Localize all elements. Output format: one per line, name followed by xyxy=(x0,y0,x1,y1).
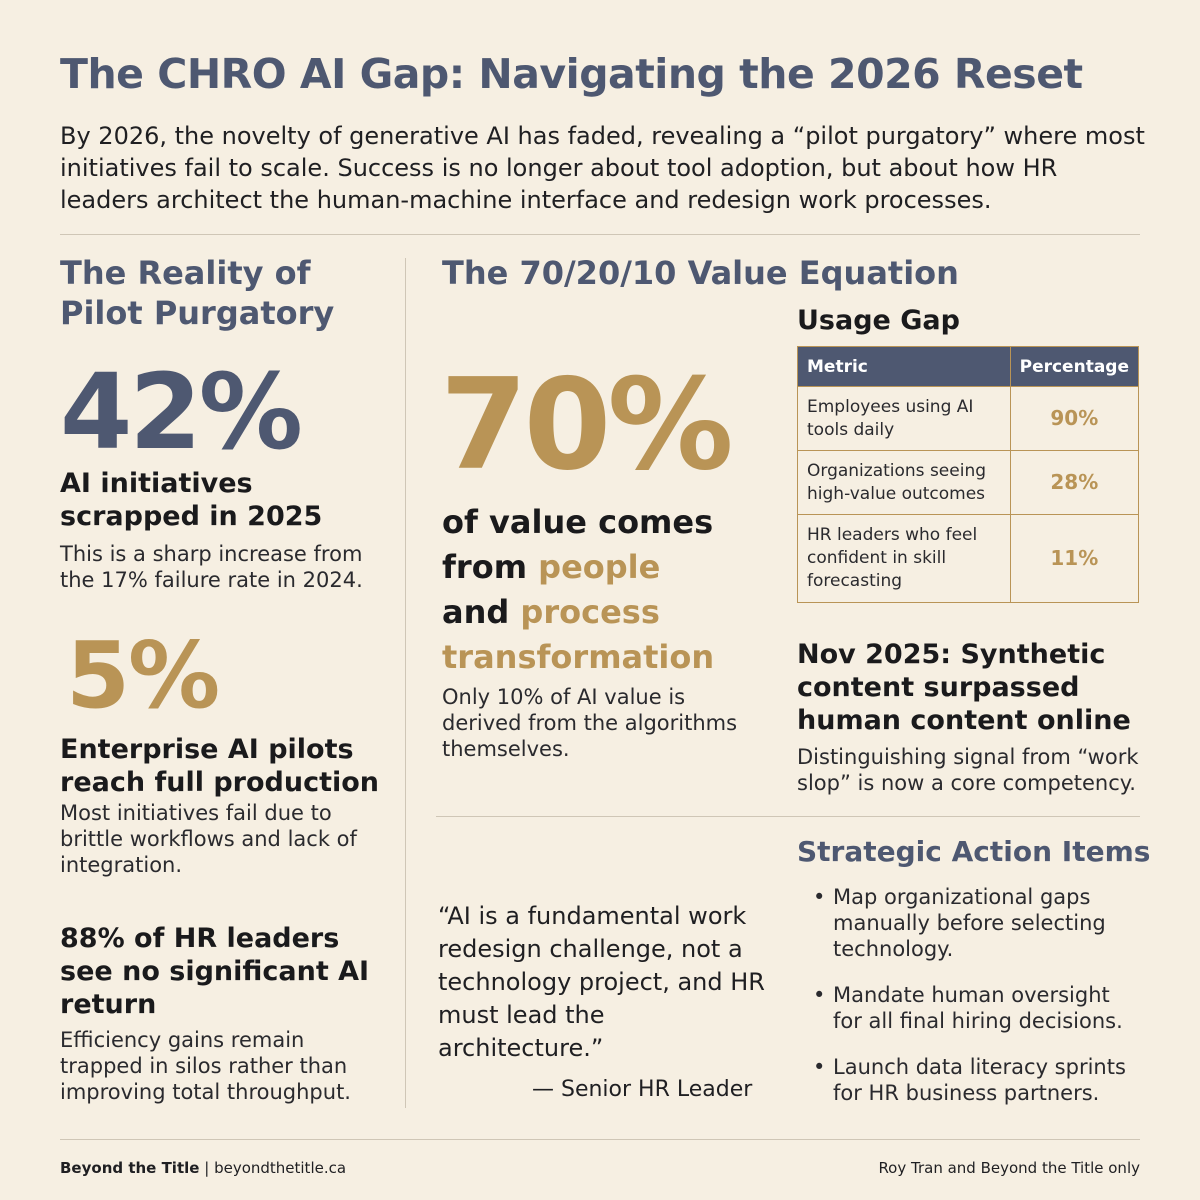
stat-88-body: Efficiency gains remain trapped in silos… xyxy=(60,1028,351,1104)
footer-separator: | xyxy=(204,1159,210,1177)
usage-gap-title: Usage Gap xyxy=(797,305,960,336)
column-header-metric: Metric xyxy=(797,346,1011,387)
footer-divider xyxy=(60,1139,1140,1140)
actions-title: Strategic Action Items xyxy=(797,835,1151,868)
stat-70-value: 70% xyxy=(440,351,734,498)
list-item: • Map organizational gaps manually before… xyxy=(813,884,1138,962)
synthetic-headline: Nov 2025: Synthetic content surpassed hu… xyxy=(797,639,1131,736)
percentage-cell: 11% xyxy=(1009,514,1140,603)
action-list: • Map organizational gaps manually before… xyxy=(813,884,1138,1126)
stat-42-headline: AI initiatives scrapped in 2025 xyxy=(60,468,323,532)
intro-text: By 2026, the novelty of generative AI ha… xyxy=(60,122,1145,214)
action-item-text: Map organizational gaps manually before … xyxy=(833,885,1106,961)
value-equation-title: The 70/20/10 Value Equation xyxy=(442,254,959,292)
value-accent-transformation: transformation xyxy=(442,638,715,676)
synthetic-body: Distinguishing signal from “work slop” i… xyxy=(797,745,1139,795)
action-item-text: Launch data literacy sprints for HR busi… xyxy=(833,1055,1126,1105)
middle-divider xyxy=(436,816,1140,817)
metric-cell: Employees using AI tools daily xyxy=(797,386,1011,451)
footer-brand-block: Beyond the Title | beyondthetitle.ca xyxy=(60,1159,346,1177)
list-item: • Launch data literacy sprints for HR bus… xyxy=(813,1054,1138,1106)
percentage-cell: 90% xyxy=(1009,386,1140,451)
quote-attribution: — Senior HR Leader xyxy=(532,1077,753,1102)
percentage-cell: 28% xyxy=(1009,450,1140,515)
header-divider xyxy=(60,234,1140,235)
stat-5-body: Most initiatives fail due to brittle wor… xyxy=(60,801,357,877)
table-row: Organizations seeing high-value outcomes… xyxy=(797,450,1140,515)
stat-42-value: 42% xyxy=(60,351,303,473)
value-accent-people: people xyxy=(538,548,661,586)
left-section-title: The Reality of Pilot Purgatory xyxy=(60,254,335,332)
value-body: Only 10% of AI value is derived from the… xyxy=(442,685,738,761)
list-item: • Mandate human oversight for all final h… xyxy=(813,982,1138,1034)
stat-5-value: 5% xyxy=(66,622,220,729)
column-header-percentage: Percentage xyxy=(1009,346,1140,387)
metric-cell: Organizations seeing high-value outcomes xyxy=(797,450,1011,515)
stat-42-body: This is a sharp increase from the 17% fa… xyxy=(60,542,363,592)
page-title: The CHRO AI Gap: Navigating the 2026 Res… xyxy=(60,50,1083,98)
value-line-3-prefix: and xyxy=(442,593,521,631)
bullet-icon: • xyxy=(813,1055,826,1079)
table-header-row: Metric Percentage xyxy=(797,346,1140,387)
usage-gap-table: Metric Percentage Employees using AI too… xyxy=(797,346,1140,603)
bullet-icon: • xyxy=(813,885,826,909)
leader-quote: “AI is a fundamental work redesign chall… xyxy=(438,902,765,1062)
stat-5-headline: Enterprise AI pilots reach full producti… xyxy=(60,734,380,798)
action-item-text: Mandate human oversight for all final hi… xyxy=(833,983,1123,1033)
column-divider xyxy=(405,258,406,1108)
footer-brand: Beyond the Title xyxy=(60,1159,200,1177)
value-line-2: from people xyxy=(442,545,762,590)
value-line-2-prefix: from xyxy=(442,548,539,586)
metric-cell: HR leaders who feel confident in skill f… xyxy=(797,514,1011,603)
value-accent-process: process xyxy=(520,593,660,631)
value-line-3: and process xyxy=(442,590,762,635)
bullet-icon: • xyxy=(813,983,826,1007)
footer-site-link[interactable]: beyondthetitle.ca xyxy=(214,1159,347,1177)
stat-88-headline: 88% of HR leaders see no significant AI … xyxy=(60,923,370,1020)
footer-rights: Roy Tran and Beyond the Title only xyxy=(878,1159,1140,1177)
table-row: Employees using AI tools daily 90% xyxy=(797,386,1140,451)
value-statement: of value comes from people and process t… xyxy=(442,500,762,680)
value-line-1: of value comes xyxy=(442,503,714,541)
table-row: HR leaders who feel confident in skill f… xyxy=(797,514,1140,603)
